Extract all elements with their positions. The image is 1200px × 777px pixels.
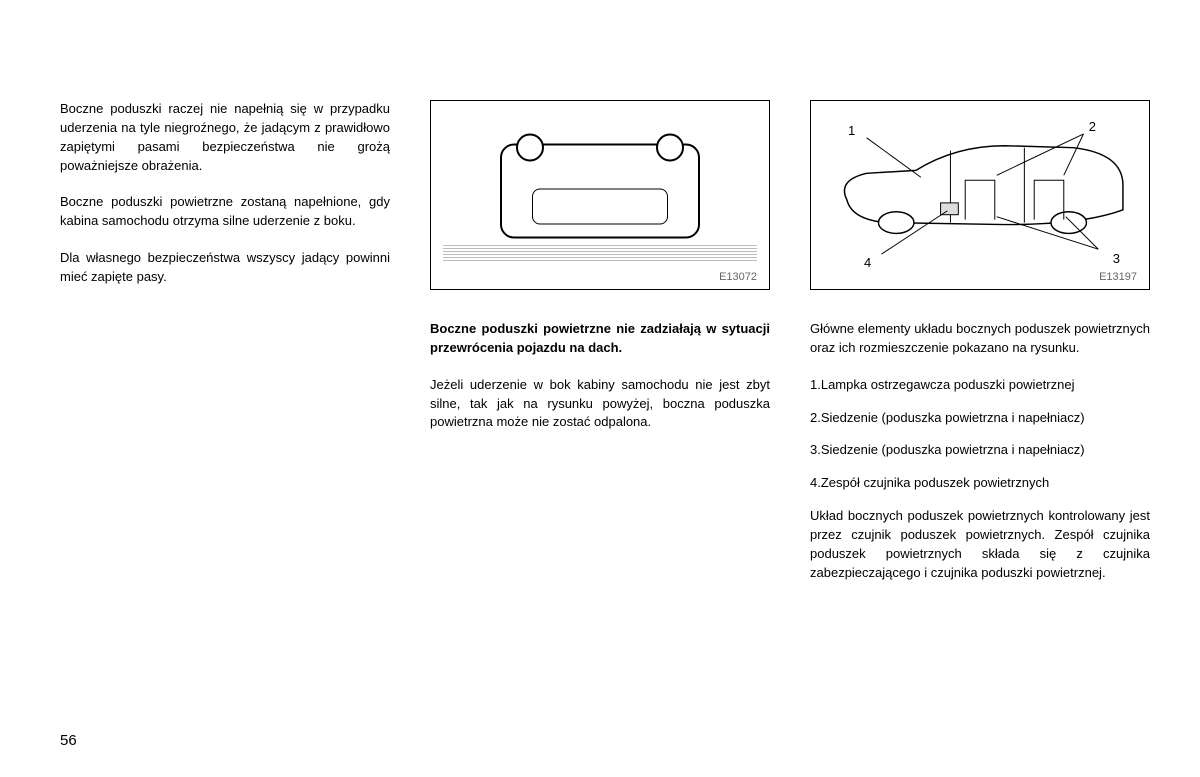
- callout-2: 2: [1089, 119, 1096, 134]
- callout-4: 4: [864, 255, 871, 270]
- col3-item-1: 1.Lampka ostrzegawcza poduszki powietrzn…: [810, 376, 1150, 395]
- col3-item-4: 4.Zespół czujnika poduszek powietrznych: [810, 474, 1150, 493]
- column-2: E13072 Boczne poduszki powietrzne nie za…: [430, 100, 770, 600]
- column-3: 1 2 3 4 E13197 Główne elementy układu bo…: [810, 100, 1150, 600]
- car-upside-down-icon: [500, 144, 700, 239]
- col1-para-1: Boczne poduszki raczej nie napełnią się …: [60, 100, 390, 175]
- page-number: 56: [60, 732, 77, 749]
- car-side-diagram-icon: 1 2 3 4: [826, 126, 1134, 264]
- col2-para-1: Jeżeli uderzenie w bok kabiny samochodu …: [430, 376, 770, 433]
- column-1: Boczne poduszki raczej nie napełnią się …: [60, 100, 390, 600]
- ground-hatch: [443, 243, 757, 261]
- col1-para-2: Boczne poduszki powietrzne zostaną napeł…: [60, 193, 390, 231]
- figure-id-label-2: E13197: [1099, 271, 1137, 283]
- col3-intro: Główne elementy układu bocznych poduszek…: [810, 320, 1150, 358]
- callout-3: 3: [1113, 251, 1120, 266]
- figure-rollover: E13072: [430, 100, 770, 290]
- col3-item-3: 3.Siedzenie (poduszka powietrzna i napeł…: [810, 441, 1150, 460]
- page-content: Boczne poduszki raczej nie napełnią się …: [60, 100, 1140, 600]
- callout-1: 1: [848, 123, 855, 138]
- col3-item-2: 2.Siedzenie (poduszka powietrzna i napeł…: [810, 409, 1150, 428]
- figure-id-label: E13072: [719, 271, 757, 283]
- col3-outro: Układ bocznych poduszek powietrznych kon…: [810, 507, 1150, 582]
- col2-bold: Boczne poduszki powietrzne nie zadziałaj…: [430, 320, 770, 358]
- col1-para-3: Dla własnego bezpieczeństwa wszyscy jadą…: [60, 249, 390, 287]
- figure-components: 1 2 3 4 E13197: [810, 100, 1150, 290]
